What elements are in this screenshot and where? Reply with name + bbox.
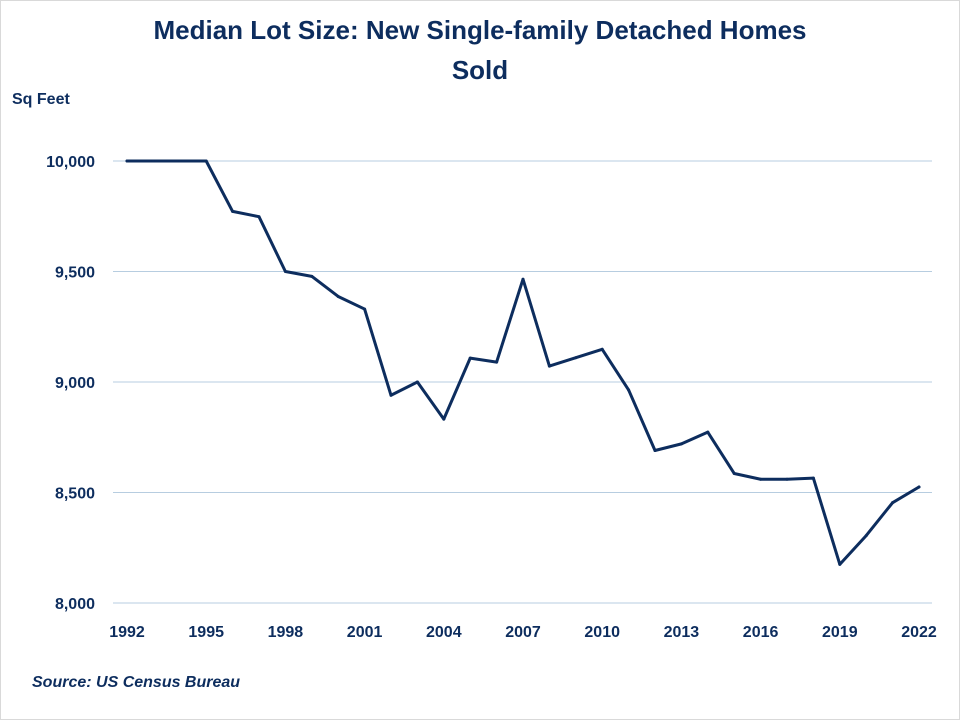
data-point-2011: [627, 388, 631, 392]
data-point-2009: [574, 356, 578, 360]
data-point-2014: [706, 430, 710, 434]
chart-title-line-1: Median Lot Size: New Single-family Detac…: [153, 15, 806, 45]
data-point-2010: [600, 347, 604, 351]
data-point-1998: [283, 270, 287, 273]
gridlines: [113, 160, 932, 604]
data-point-1997: [257, 215, 261, 219]
data-point-2004: [442, 417, 446, 421]
x-tick-label-2022: 2022: [901, 624, 937, 641]
y-axis-label: Sq Feet: [12, 91, 70, 108]
data-point-2015: [732, 471, 736, 475]
data-point-1999: [310, 274, 314, 278]
x-tick-label-2007: 2007: [505, 624, 541, 641]
series-median-lot-size: [125, 159, 921, 566]
data-point-2021: [891, 501, 895, 505]
data-point-2022: [917, 485, 921, 489]
data-point-2020: [864, 534, 868, 538]
x-tick-label-2004: 2004: [426, 624, 462, 641]
chart-title-line-2: Sold: [452, 55, 508, 85]
x-tick-label-1995: 1995: [188, 624, 224, 641]
data-point-2003: [415, 380, 419, 384]
data-point-2006: [495, 360, 499, 364]
y-tick-label-9500: 9,500: [55, 265, 95, 282]
data-point-1992: [125, 159, 129, 163]
y-axis-ticks: 10,000 9,500 9,000 8,500 8,000: [46, 154, 95, 613]
data-point-2017: [785, 477, 789, 481]
data-point-2000: [336, 294, 340, 298]
y-tick-label-8500: 8,500: [55, 486, 95, 503]
data-point-2012: [653, 449, 657, 453]
x-axis-ticks: 1992 1995 1998 2001 2004 2007 2010 2013 2016 2019…: [109, 624, 937, 641]
data-point-1996: [231, 209, 235, 213]
data-point-2007: [521, 277, 525, 281]
data-point-2001: [363, 307, 367, 311]
data-point-2019: [838, 562, 842, 566]
source-note: Source: US Census Bureau: [32, 674, 240, 691]
data-point-2018: [811, 476, 815, 480]
series-line: [125, 159, 921, 566]
data-point-2005: [468, 356, 472, 360]
x-tick-label-2001: 2001: [347, 624, 383, 641]
x-tick-label-2010: 2010: [584, 624, 620, 641]
y-tick-label-10000: 10,000: [46, 154, 95, 171]
data-point-2013: [679, 442, 683, 446]
data-point-1995: [204, 159, 208, 163]
data-point-2008: [547, 364, 551, 368]
x-tick-label-1998: 1998: [268, 624, 304, 641]
data-point-1994: [178, 159, 182, 163]
y-tick-label-8000: 8,000: [55, 596, 95, 613]
data-point-2002: [389, 393, 393, 397]
data-point-1993: [151, 159, 155, 163]
x-tick-label-1992: 1992: [109, 624, 145, 641]
x-tick-label-2019: 2019: [822, 624, 858, 641]
x-tick-label-2013: 2013: [664, 624, 700, 641]
data-point-2016: [759, 477, 763, 481]
y-tick-label-9000: 9,000: [55, 375, 95, 392]
x-tick-label-2016: 2016: [743, 624, 779, 641]
